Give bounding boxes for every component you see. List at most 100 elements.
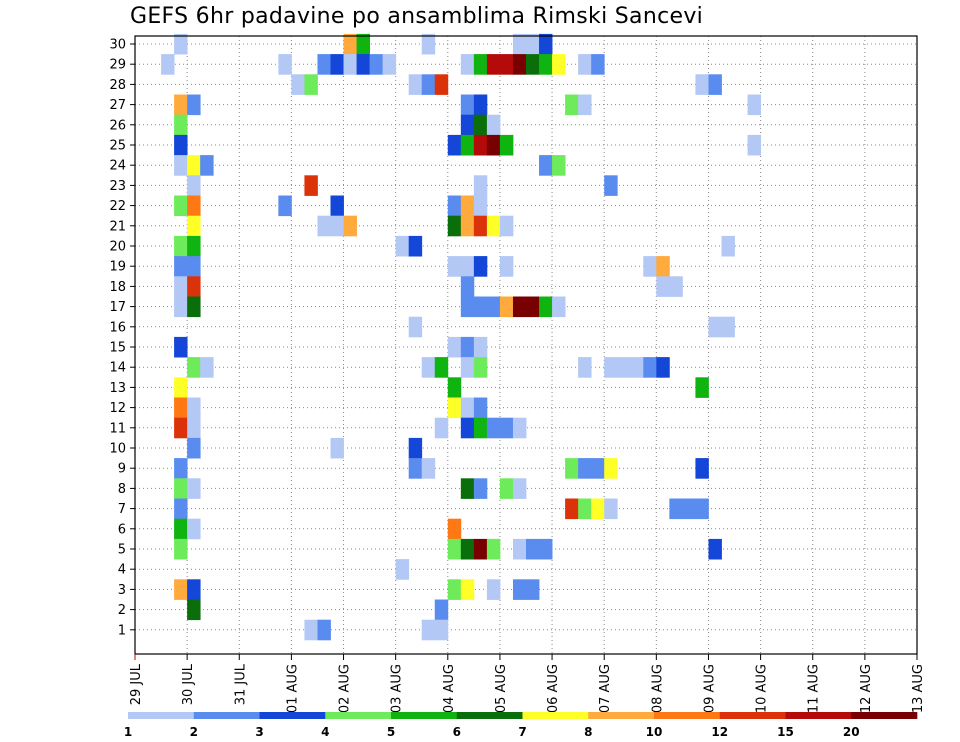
heatmap-cell bbox=[395, 235, 410, 257]
heatmap-cell bbox=[526, 538, 540, 560]
y-tick-label: 3 bbox=[118, 583, 126, 598]
heatmap-cell bbox=[174, 276, 188, 297]
heatmap-cell bbox=[434, 357, 449, 378]
heatmap-cell bbox=[669, 276, 683, 297]
colorbar-label: 5 bbox=[387, 725, 395, 739]
heatmap-cell bbox=[512, 296, 527, 318]
y-tick-label: 16 bbox=[109, 320, 126, 335]
heatmap-cell bbox=[552, 54, 566, 75]
colorbar-label: 3 bbox=[255, 725, 263, 739]
heatmap-cell bbox=[512, 417, 527, 439]
colorbar-segment bbox=[128, 712, 195, 719]
heatmap-cell bbox=[278, 195, 292, 217]
heatmap-cell bbox=[460, 579, 475, 600]
heatmap-cell bbox=[708, 538, 722, 560]
heatmap-cell bbox=[356, 33, 370, 55]
colorbar-label: 1 bbox=[124, 725, 132, 739]
heatmap-cell bbox=[174, 114, 188, 136]
heatmap-cell bbox=[317, 619, 331, 641]
heatmap-cell bbox=[565, 458, 579, 479]
x-tick-label: 04 AUG bbox=[442, 664, 457, 713]
heatmap-cell bbox=[499, 417, 514, 439]
heatmap-cell bbox=[187, 256, 201, 277]
x-tick-label: 13 AUG bbox=[911, 664, 926, 713]
heatmap-cell bbox=[187, 94, 201, 116]
heatmap-cell bbox=[421, 458, 436, 479]
heatmap-cell bbox=[499, 296, 514, 318]
heatmap-cell bbox=[187, 357, 201, 378]
y-tick-label: 27 bbox=[109, 98, 126, 113]
y-tick-label: 30 bbox=[109, 38, 126, 53]
heatmap-cell bbox=[343, 33, 357, 55]
heatmap-cell bbox=[591, 458, 605, 479]
heatmap-cell bbox=[174, 417, 188, 439]
heatmap-cell bbox=[539, 296, 553, 318]
heatmap-cell bbox=[643, 256, 657, 277]
heatmap-cell bbox=[708, 74, 722, 95]
heatmap-cell bbox=[499, 134, 514, 156]
heatmap-cell bbox=[187, 175, 201, 196]
heatmap-cell bbox=[434, 74, 449, 95]
heatmap-cell bbox=[187, 296, 201, 318]
heatmap-cell bbox=[187, 579, 201, 600]
heatmap-cell bbox=[174, 518, 188, 540]
colorbar-label: 7 bbox=[518, 725, 526, 739]
x-tick-label: 01 AUG bbox=[285, 664, 300, 713]
heatmap-cell bbox=[200, 155, 214, 176]
heatmap-cell bbox=[473, 54, 488, 75]
heatmap-cell bbox=[708, 316, 722, 338]
colorbar-segment bbox=[719, 712, 786, 719]
heatmap-cell bbox=[447, 336, 462, 358]
heatmap-cell bbox=[643, 357, 657, 378]
x-tick-label: 08 AUG bbox=[650, 664, 665, 713]
heatmap-cell bbox=[695, 458, 709, 479]
heatmap-cell bbox=[447, 134, 462, 156]
heatmap-cell bbox=[174, 155, 188, 176]
heatmap-cell bbox=[304, 175, 318, 196]
colorbar-segment bbox=[391, 712, 458, 719]
heatmap-cell bbox=[174, 296, 188, 318]
heatmap-cell bbox=[291, 74, 305, 95]
heatmap-cell bbox=[447, 215, 462, 237]
colorbar-label: 4 bbox=[321, 725, 329, 739]
heatmap-cell bbox=[174, 377, 188, 398]
heatmap-cell bbox=[695, 74, 709, 95]
colorbar-segment bbox=[259, 712, 326, 719]
heatmap-cell bbox=[460, 215, 475, 237]
plot-frame bbox=[134, 35, 918, 655]
heatmap-cell bbox=[421, 619, 436, 641]
heatmap-cell bbox=[434, 599, 449, 621]
heatmap-cell bbox=[395, 559, 410, 580]
heatmap-cell bbox=[174, 33, 188, 55]
y-tick-label: 13 bbox=[109, 381, 126, 396]
heatmap-cell bbox=[486, 134, 501, 156]
heatmap-cell bbox=[460, 94, 475, 116]
y-tick-label: 23 bbox=[109, 179, 126, 194]
heatmap-cell bbox=[473, 397, 488, 419]
heatmap-cell bbox=[187, 599, 201, 621]
heatmap-cell bbox=[656, 357, 670, 378]
y-tick-label: 1 bbox=[118, 623, 126, 638]
colorbar-segment bbox=[588, 712, 655, 719]
heatmap-cell bbox=[473, 134, 488, 156]
heatmap-cell bbox=[604, 498, 618, 520]
x-tick-label: 11 AUG bbox=[807, 664, 822, 713]
heatmap-cell bbox=[473, 215, 488, 237]
heatmap-cell bbox=[473, 357, 488, 378]
heatmap-cell bbox=[187, 518, 201, 540]
y-tick-label: 19 bbox=[109, 260, 126, 275]
heatmap-cell bbox=[421, 74, 436, 95]
y-tick-label: 29 bbox=[109, 58, 126, 73]
heatmap-cell bbox=[421, 357, 436, 378]
heatmap-cell bbox=[187, 195, 201, 217]
heatmap-cell bbox=[408, 235, 423, 257]
heatmap-cell bbox=[591, 54, 605, 75]
heatmap-cell bbox=[174, 94, 188, 116]
heatmap-cell bbox=[304, 74, 318, 95]
heatmap-cell bbox=[460, 134, 475, 156]
heatmap-cell bbox=[473, 336, 488, 358]
heatmap-cell bbox=[539, 54, 553, 75]
heatmap-cell bbox=[447, 518, 462, 540]
heatmap-cell bbox=[460, 195, 475, 217]
heatmap-cell bbox=[174, 579, 188, 600]
